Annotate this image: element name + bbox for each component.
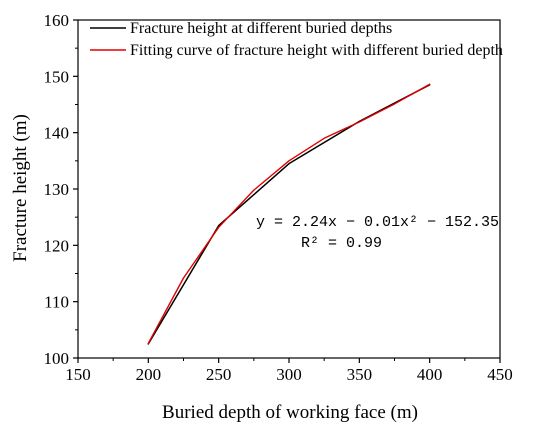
r-squared: R² = 0.99 — [301, 235, 382, 252]
y-tick-label: 130 — [44, 180, 70, 199]
legend: Fracture height at different buried dept… — [90, 20, 503, 59]
y-tick-label: 100 — [44, 349, 70, 368]
x-tick-label: 450 — [487, 365, 513, 384]
series-layer — [147, 83, 431, 345]
y-axis-title: Fracture height (m) — [10, 114, 31, 262]
y-tick-label: 150 — [44, 67, 70, 86]
x-tick-label: 300 — [276, 365, 302, 384]
x-tick-label: 200 — [136, 365, 162, 384]
y-tick-label: 120 — [44, 236, 70, 255]
y-tick-label: 110 — [44, 293, 69, 312]
y-tick-label: 160 — [44, 11, 70, 30]
x-tick-label: 400 — [417, 365, 443, 384]
x-tick-label: 350 — [347, 365, 373, 384]
legend-label-2: Fitting curve of fracture height with di… — [130, 42, 503, 59]
y-tick-label: 140 — [44, 124, 70, 143]
series-line-2 — [147, 83, 431, 345]
fit-equation: y = 2.24x − 0.01x² − 152.35 — [256, 214, 499, 231]
x-axis-title: Buried depth of working face (m) — [162, 402, 418, 423]
x-tick-label: 250 — [206, 365, 232, 384]
plot-frame — [77, 19, 501, 359]
axes: 150 200 250 300 350 400 450 100 110 120 130 140 150 1… — [44, 11, 513, 384]
legend-label-1: Fracture height at different buried dept… — [130, 20, 392, 37]
x-tick-label: 150 — [65, 365, 91, 384]
